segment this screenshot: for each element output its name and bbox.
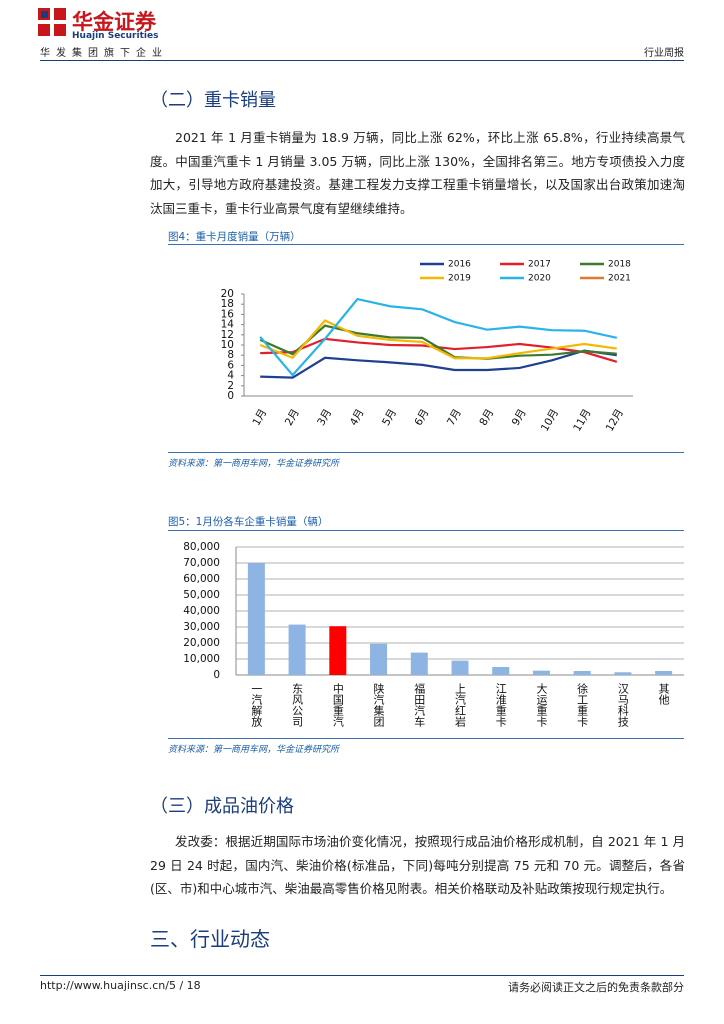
y-tick-label: 12 bbox=[221, 329, 234, 341]
y-tick-label: 70,000 bbox=[183, 557, 220, 569]
x-tick-label: 中国重汽 bbox=[331, 683, 344, 727]
x-tick-label: 5月 bbox=[380, 407, 399, 428]
x-tick-label: 陕汽集团 bbox=[372, 682, 385, 728]
paragraph: 发改委：根据近期国际市场油价变化情况，按照现行成品油价格形成机制，自 2021 … bbox=[150, 834, 685, 896]
x-tick-label: 一汽解放 bbox=[250, 683, 263, 727]
bar bbox=[329, 626, 347, 675]
bar bbox=[410, 652, 428, 675]
x-tick-label: 江淮重卡 bbox=[494, 683, 507, 727]
x-tick-label: 11月 bbox=[571, 407, 593, 434]
bar bbox=[288, 624, 306, 675]
y-tick-label: 40,000 bbox=[183, 605, 220, 617]
y-tick-label: 20,000 bbox=[183, 637, 220, 649]
legend-label: 2021 bbox=[608, 274, 631, 284]
y-tick-label: 18 bbox=[221, 298, 234, 310]
x-tick-label: 福田汽车 bbox=[413, 682, 426, 728]
x-tick-label: 汉马科技 bbox=[616, 683, 629, 728]
bar bbox=[247, 563, 265, 675]
x-tick-label: 上汽红岩 bbox=[454, 683, 467, 728]
y-tick-label: 16 bbox=[221, 308, 235, 320]
x-tick-label: 徐工重卡 bbox=[576, 682, 589, 727]
figure-title: 图4：重卡月度销量（万辆） bbox=[168, 231, 301, 243]
figure-source: 资料来源：第一商用车网，华金证券研究所 bbox=[168, 745, 340, 755]
y-tick-label: 14 bbox=[221, 319, 235, 331]
y-tick-label: 80,000 bbox=[183, 541, 220, 553]
series-line bbox=[259, 297, 618, 377]
bar bbox=[655, 671, 673, 675]
x-tick-label: 4月 bbox=[348, 407, 367, 428]
figure-rule bbox=[168, 738, 684, 739]
report-type: 行业周报 bbox=[644, 48, 684, 59]
brand-en: Huajin Securities bbox=[72, 31, 159, 41]
y-tick-label: 10 bbox=[221, 339, 234, 351]
legend-label: 2020 bbox=[528, 274, 551, 284]
x-tick-label: 3月 bbox=[315, 407, 334, 428]
figure-rule bbox=[168, 244, 684, 245]
x-tick-label: 1月 bbox=[250, 407, 269, 428]
legend-label: 2017 bbox=[528, 260, 551, 270]
header-rule bbox=[40, 60, 684, 61]
section-heading: （三）成品油价格 bbox=[150, 796, 294, 817]
logo-icon bbox=[38, 8, 66, 36]
series-line bbox=[259, 319, 617, 360]
bar bbox=[492, 667, 510, 675]
figure-rule bbox=[168, 452, 684, 453]
x-tick-label: 东风公司 bbox=[291, 683, 304, 727]
figure-title: 图5：1月份各车企重卡销量（辆） bbox=[168, 516, 329, 528]
y-tick-label: 8 bbox=[227, 349, 234, 361]
x-tick-label: 8月 bbox=[477, 407, 496, 428]
x-tick-label: 9月 bbox=[510, 407, 529, 428]
y-tick-label: 4 bbox=[227, 370, 234, 382]
x-tick-label: 大运重卡 bbox=[535, 682, 548, 727]
brand: 华金证券 bbox=[72, 10, 156, 34]
x-tick-label: 2月 bbox=[283, 407, 302, 428]
paragraph: 2021 年 1 月重卡销量为 18.9 万辆，同比上涨 62%，环比上涨 65… bbox=[150, 130, 685, 216]
y-tick-label: 0 bbox=[213, 669, 220, 681]
series-line bbox=[260, 349, 617, 379]
y-tick-label: 50,000 bbox=[183, 589, 220, 601]
figure-source: 资料来源：第一商用车网，华金证券研究所 bbox=[168, 459, 340, 469]
y-tick-label: 60,000 bbox=[183, 573, 220, 585]
series-line bbox=[259, 324, 617, 360]
bar bbox=[451, 660, 469, 675]
bar-chart: 0 10,000 20,000 30,000 40,000 50,000 60,000 70,… bbox=[183, 541, 684, 728]
footer-url: http://www.huajinsc.cn/5 / 18 bbox=[40, 979, 201, 992]
bar bbox=[573, 671, 591, 675]
footer-rule bbox=[40, 975, 684, 976]
bar bbox=[532, 670, 550, 675]
y-tick-label: 2 bbox=[227, 380, 234, 392]
bar bbox=[370, 643, 388, 675]
figure-rule bbox=[168, 530, 684, 531]
section-heading: 三、行业动态 bbox=[150, 927, 270, 951]
legend-label: 2019 bbox=[448, 274, 471, 284]
tagline: 华发集团旗下企业 bbox=[40, 48, 168, 59]
x-tick-label: 6月 bbox=[413, 407, 432, 428]
footer-disclaimer: 请务必阅读正文之后的免责条款部分 bbox=[508, 981, 684, 994]
legend-label: 2016 bbox=[448, 260, 471, 270]
section-heading: （二）重卡销量 bbox=[150, 90, 276, 111]
x-tick-label: 7月 bbox=[445, 407, 464, 428]
legend-label: 2018 bbox=[608, 260, 631, 270]
bar bbox=[614, 672, 632, 675]
x-tick-label: 10月 bbox=[539, 407, 561, 434]
y-tick-label: 30,000 bbox=[183, 621, 220, 633]
y-tick-label: 10,000 bbox=[183, 653, 220, 665]
x-tick-label: 其他 bbox=[657, 683, 670, 705]
y-tick-label: 20 bbox=[221, 288, 234, 300]
x-tick-label: 12月 bbox=[604, 407, 626, 434]
y-tick-label: 0 bbox=[227, 390, 234, 402]
y-tick-label: 6 bbox=[227, 359, 234, 371]
